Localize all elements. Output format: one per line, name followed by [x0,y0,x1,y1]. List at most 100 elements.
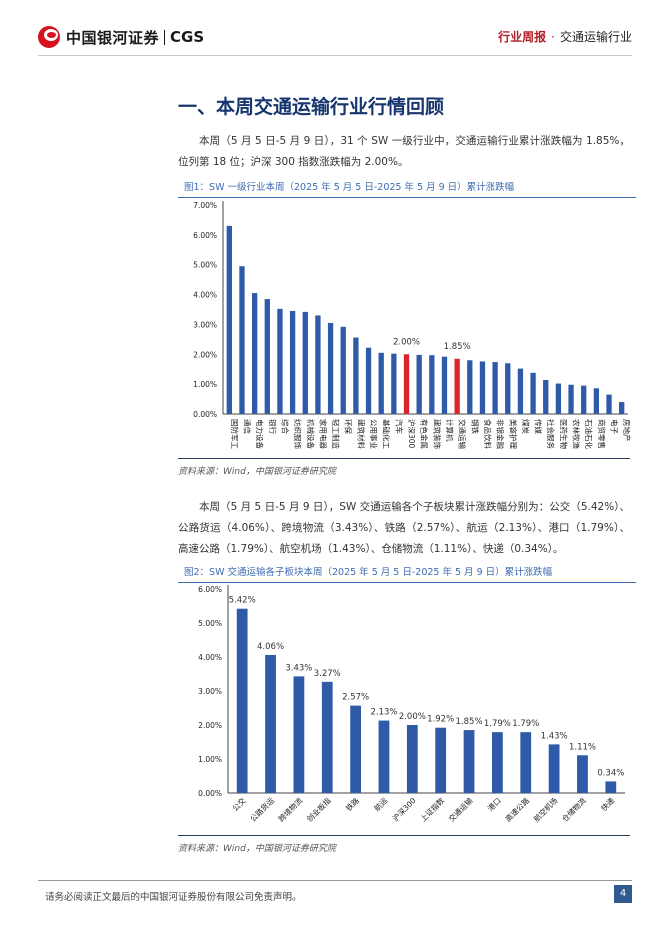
category-label: 国防军工 [230,419,240,449]
bar [605,781,617,793]
category-label: 商贸零售 [597,419,607,449]
category-label: 传媒 [534,419,544,434]
logo-separator [164,29,166,45]
bar [251,293,258,414]
category-label: 农林牧渔 [572,419,582,449]
bar [467,360,473,414]
category-label: 电子 [610,419,620,434]
y-tick-label: 3.00% [198,687,222,696]
category-label: 快递 [599,795,617,813]
bar [378,352,384,414]
category-label: 交通运输 [446,795,475,824]
logo-abbr: CGS [170,28,205,46]
figure1-title: 图1：SW 一级行业本周（2025 年 5 月 5 日-2025 年 5 月 9… [178,177,636,198]
category-label: 美容护理 [508,419,518,449]
category-label: 纺织服饰 [293,419,303,449]
category-label: 通信 [242,419,252,434]
data-label: 3.27% [314,669,341,679]
logo-name: 中国银河证券 [66,28,160,47]
bar [619,402,625,414]
data-label: 1.85% [456,717,483,727]
category-label: 航运 [372,795,390,813]
category-label: 环保 [344,419,353,434]
data-label: 2.00% [393,337,420,347]
category-label: 沪深300 [407,419,417,449]
bar [226,225,232,414]
figure2-title: 图2：SW 交通运输各子板块本周（2025 年 5 月 5 日-2025 年 5… [178,562,636,583]
category-label: 食品饮料 [483,419,493,449]
industry-name: 交通运输行业 [559,30,632,44]
bar [568,384,574,414]
bar [520,732,532,793]
bar [350,705,361,793]
bar [530,372,536,414]
data-label: 3.43% [285,663,312,673]
category-label: 建筑材料 [356,419,366,449]
y-tick-label: 2.00% [198,721,222,730]
category-label: 银行 [268,419,278,434]
bar [435,727,447,793]
bar [429,355,435,414]
bar [327,322,334,414]
bar [315,315,321,414]
company-logo: 中国银河证券 CGS [38,24,204,50]
category-label: 家用电器 [318,419,328,449]
figure2-source: 资料来源：Wind，中国银河证券研究院 [178,844,336,854]
category-label: 仓储物流 [560,795,589,824]
bar [264,299,270,414]
category-label: 沪深300 [390,795,418,823]
bar [492,362,498,414]
bar [505,363,511,414]
y-tick-label: 7.00% [193,201,217,210]
y-tick-label: 0.00% [198,789,222,798]
header-dot: · [551,30,555,44]
y-tick-label: 6.00% [193,231,217,240]
bar [239,266,245,414]
bar [289,310,296,414]
data-label: 0.34% [597,768,624,778]
category-label: 公交 [230,795,248,813]
bar [517,368,524,414]
category-label: 石油石化 [584,419,594,449]
category-label: 跨境物流 [276,795,305,824]
bar [543,379,549,414]
category-label: 汽车 [394,419,404,434]
category-label: 房地产 [622,419,632,442]
y-tick-label: 1.00% [193,380,217,389]
category-label: 有色金属 [420,419,430,449]
bar [277,308,283,414]
figure2-bottom-rule [178,835,630,836]
bar [441,356,448,414]
bar [548,744,560,793]
header-divider [38,55,632,56]
bar [236,608,248,793]
bar [416,354,422,414]
data-label: 2.13% [370,708,397,718]
bar [391,353,397,414]
bar [406,725,418,793]
bar [340,326,346,414]
category-label: 基础化工 [382,419,392,449]
category-label: 航空机场 [531,795,560,824]
category-label: 非银金融 [496,419,506,449]
bar [293,676,305,793]
y-tick-label: 4.00% [198,653,222,662]
paragraph-weekly-summary: 本周（5 月 5 日-5 月 9 日），31 个 SW 一级行业中，交通运输行业… [178,135,630,168]
category-label: 医药生物 [559,419,569,449]
bar [555,383,562,414]
y-tick-label: 4.00% [193,291,217,300]
figure1-bottom-rule [178,458,630,459]
y-tick-label: 5.00% [193,261,217,270]
bar [378,720,390,793]
y-tick-label: 2.00% [193,350,217,359]
header-report-type: 行业周报 · 交通运输行业 [498,28,632,45]
page-number: 4 [614,885,632,903]
data-label: 5.42% [229,596,256,606]
category-label: 机械设备 [306,419,316,449]
category-label: 社会服务 [546,419,556,449]
y-tick-label: 5.00% [198,619,222,628]
bar [577,755,588,793]
bar [265,654,276,793]
